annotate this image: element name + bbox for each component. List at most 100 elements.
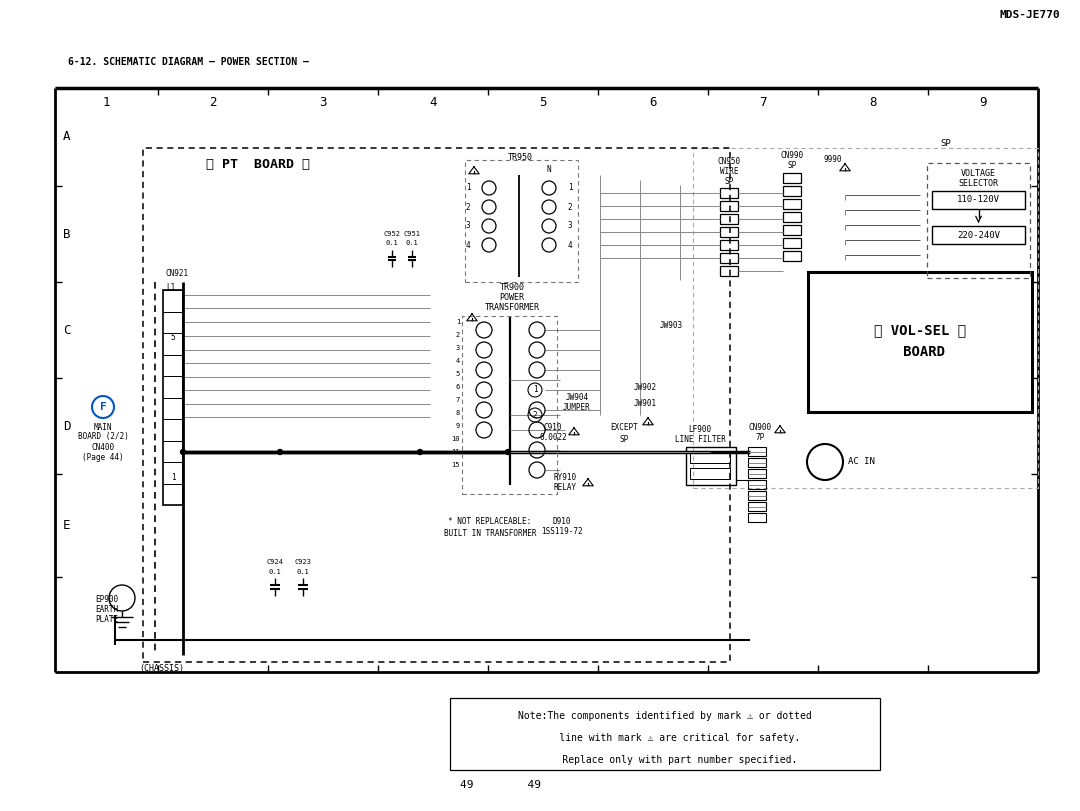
Text: 6: 6 [649, 96, 657, 109]
Text: 5: 5 [171, 333, 175, 341]
Bar [783, 238, 801, 248]
Text: 4: 4 [429, 96, 436, 109]
Text: 110-120V: 110-120V [957, 195, 1000, 204]
Text: 4: 4 [456, 358, 460, 364]
Text: C951: C951 [404, 231, 420, 237]
Text: 2: 2 [568, 203, 572, 212]
Bar [143, 148, 730, 662]
Text: 【 VOL-SEL 】: 【 VOL-SEL 】 [874, 323, 967, 337]
Text: 11: 11 [451, 449, 460, 455]
Text: 3: 3 [320, 96, 327, 109]
Bar [462, 316, 557, 494]
Bar [748, 447, 766, 456]
Text: SP: SP [787, 161, 797, 169]
Text: CN950: CN950 [717, 157, 741, 166]
Text: 7: 7 [456, 397, 460, 403]
Text: 2: 2 [532, 410, 538, 419]
Text: 6-12. SCHEMATIC DIAGRAM – POWER SECTION –: 6-12. SCHEMATIC DIAGRAM – POWER SECTION … [68, 57, 309, 67]
Text: 4: 4 [465, 241, 470, 250]
Text: 3: 3 [568, 221, 572, 230]
Bar [720, 266, 738, 276]
Text: MDS-JE770: MDS-JE770 [999, 10, 1059, 20]
Text: 3: 3 [465, 221, 470, 230]
Bar [808, 272, 1032, 412]
Text: A: A [64, 131, 71, 144]
Text: 1: 1 [103, 96, 110, 109]
Text: * NOT REPLACEABLE:: * NOT REPLACEABLE: [448, 517, 531, 526]
Text: SP: SP [619, 436, 629, 444]
Text: 3: 3 [456, 345, 460, 351]
Bar [690, 452, 730, 463]
Bar [465, 160, 578, 282]
Text: C: C [64, 324, 71, 337]
Bar [720, 214, 738, 224]
Circle shape [418, 449, 422, 454]
Bar [693, 148, 1038, 488]
Text: BUILT IN TRANSFORMER: BUILT IN TRANSFORMER [444, 529, 537, 538]
Bar [686, 447, 735, 485]
Bar [783, 212, 801, 222]
Text: 7P: 7P [755, 434, 765, 443]
Text: SP: SP [940, 139, 950, 148]
Bar [783, 225, 801, 235]
Text: 0.1: 0.1 [297, 569, 309, 575]
Text: line with mark ⚠ are critical for safety.: line with mark ⚠ are critical for safety… [530, 733, 800, 743]
Text: 6: 6 [456, 384, 460, 390]
Bar [748, 480, 766, 489]
Circle shape [505, 449, 511, 454]
Text: 1: 1 [456, 319, 460, 325]
Text: 1: 1 [465, 183, 470, 192]
Bar [690, 468, 730, 479]
Text: 7: 7 [759, 96, 767, 109]
Text: WIRE: WIRE [719, 168, 739, 177]
Text: EARTH: EARTH [95, 606, 119, 615]
Bar [163, 290, 183, 505]
Text: TR950: TR950 [508, 152, 532, 161]
Text: RY910: RY910 [553, 473, 577, 482]
Text: 4: 4 [568, 241, 572, 250]
Bar [783, 199, 801, 209]
Text: C910: C910 [543, 423, 563, 432]
Text: CN921: CN921 [166, 269, 189, 278]
Text: 【 PT  BOARD 】: 【 PT BOARD 】 [206, 158, 310, 171]
Text: EP900: EP900 [95, 595, 119, 604]
Text: LINE FILTER: LINE FILTER [675, 436, 726, 444]
Bar [720, 240, 738, 250]
Text: (CHASSIS): (CHASSIS) [139, 663, 185, 672]
Text: 9: 9 [980, 96, 987, 109]
Text: JW901: JW901 [634, 398, 657, 407]
Text: 220-240V: 220-240V [957, 230, 1000, 239]
Bar [783, 186, 801, 196]
Text: C952: C952 [383, 231, 401, 237]
Bar [932, 226, 1025, 244]
Text: VOLTAGE: VOLTAGE [961, 169, 996, 178]
Text: 9990: 9990 [823, 156, 841, 165]
Text: JW904: JW904 [566, 393, 589, 402]
Text: 49        49: 49 49 [459, 780, 540, 790]
Bar [783, 173, 801, 183]
Text: 0.1: 0.1 [386, 240, 399, 246]
Text: CN990: CN990 [781, 151, 804, 160]
Bar [932, 191, 1025, 209]
Bar [720, 201, 738, 211]
Text: 9: 9 [456, 423, 460, 429]
Text: 0.1: 0.1 [406, 240, 418, 246]
Text: CN400: CN400 [92, 443, 114, 452]
Text: Replace only with part number specified.: Replace only with part number specified. [532, 755, 797, 765]
Text: 1: 1 [171, 473, 175, 482]
Circle shape [278, 449, 283, 454]
Bar [720, 188, 738, 198]
Bar [450, 698, 880, 770]
Bar [748, 502, 766, 511]
Text: SP: SP [725, 178, 733, 187]
Text: SELECTOR: SELECTOR [959, 179, 999, 188]
Bar [783, 251, 801, 261]
Text: 8: 8 [456, 410, 460, 416]
Text: TR900: TR900 [499, 284, 525, 293]
Text: MAIN: MAIN [94, 423, 112, 431]
Text: JW902: JW902 [634, 384, 657, 393]
Bar [927, 163, 1030, 278]
Circle shape [180, 449, 186, 454]
Text: 1: 1 [568, 183, 572, 192]
Text: 10: 10 [451, 436, 460, 442]
